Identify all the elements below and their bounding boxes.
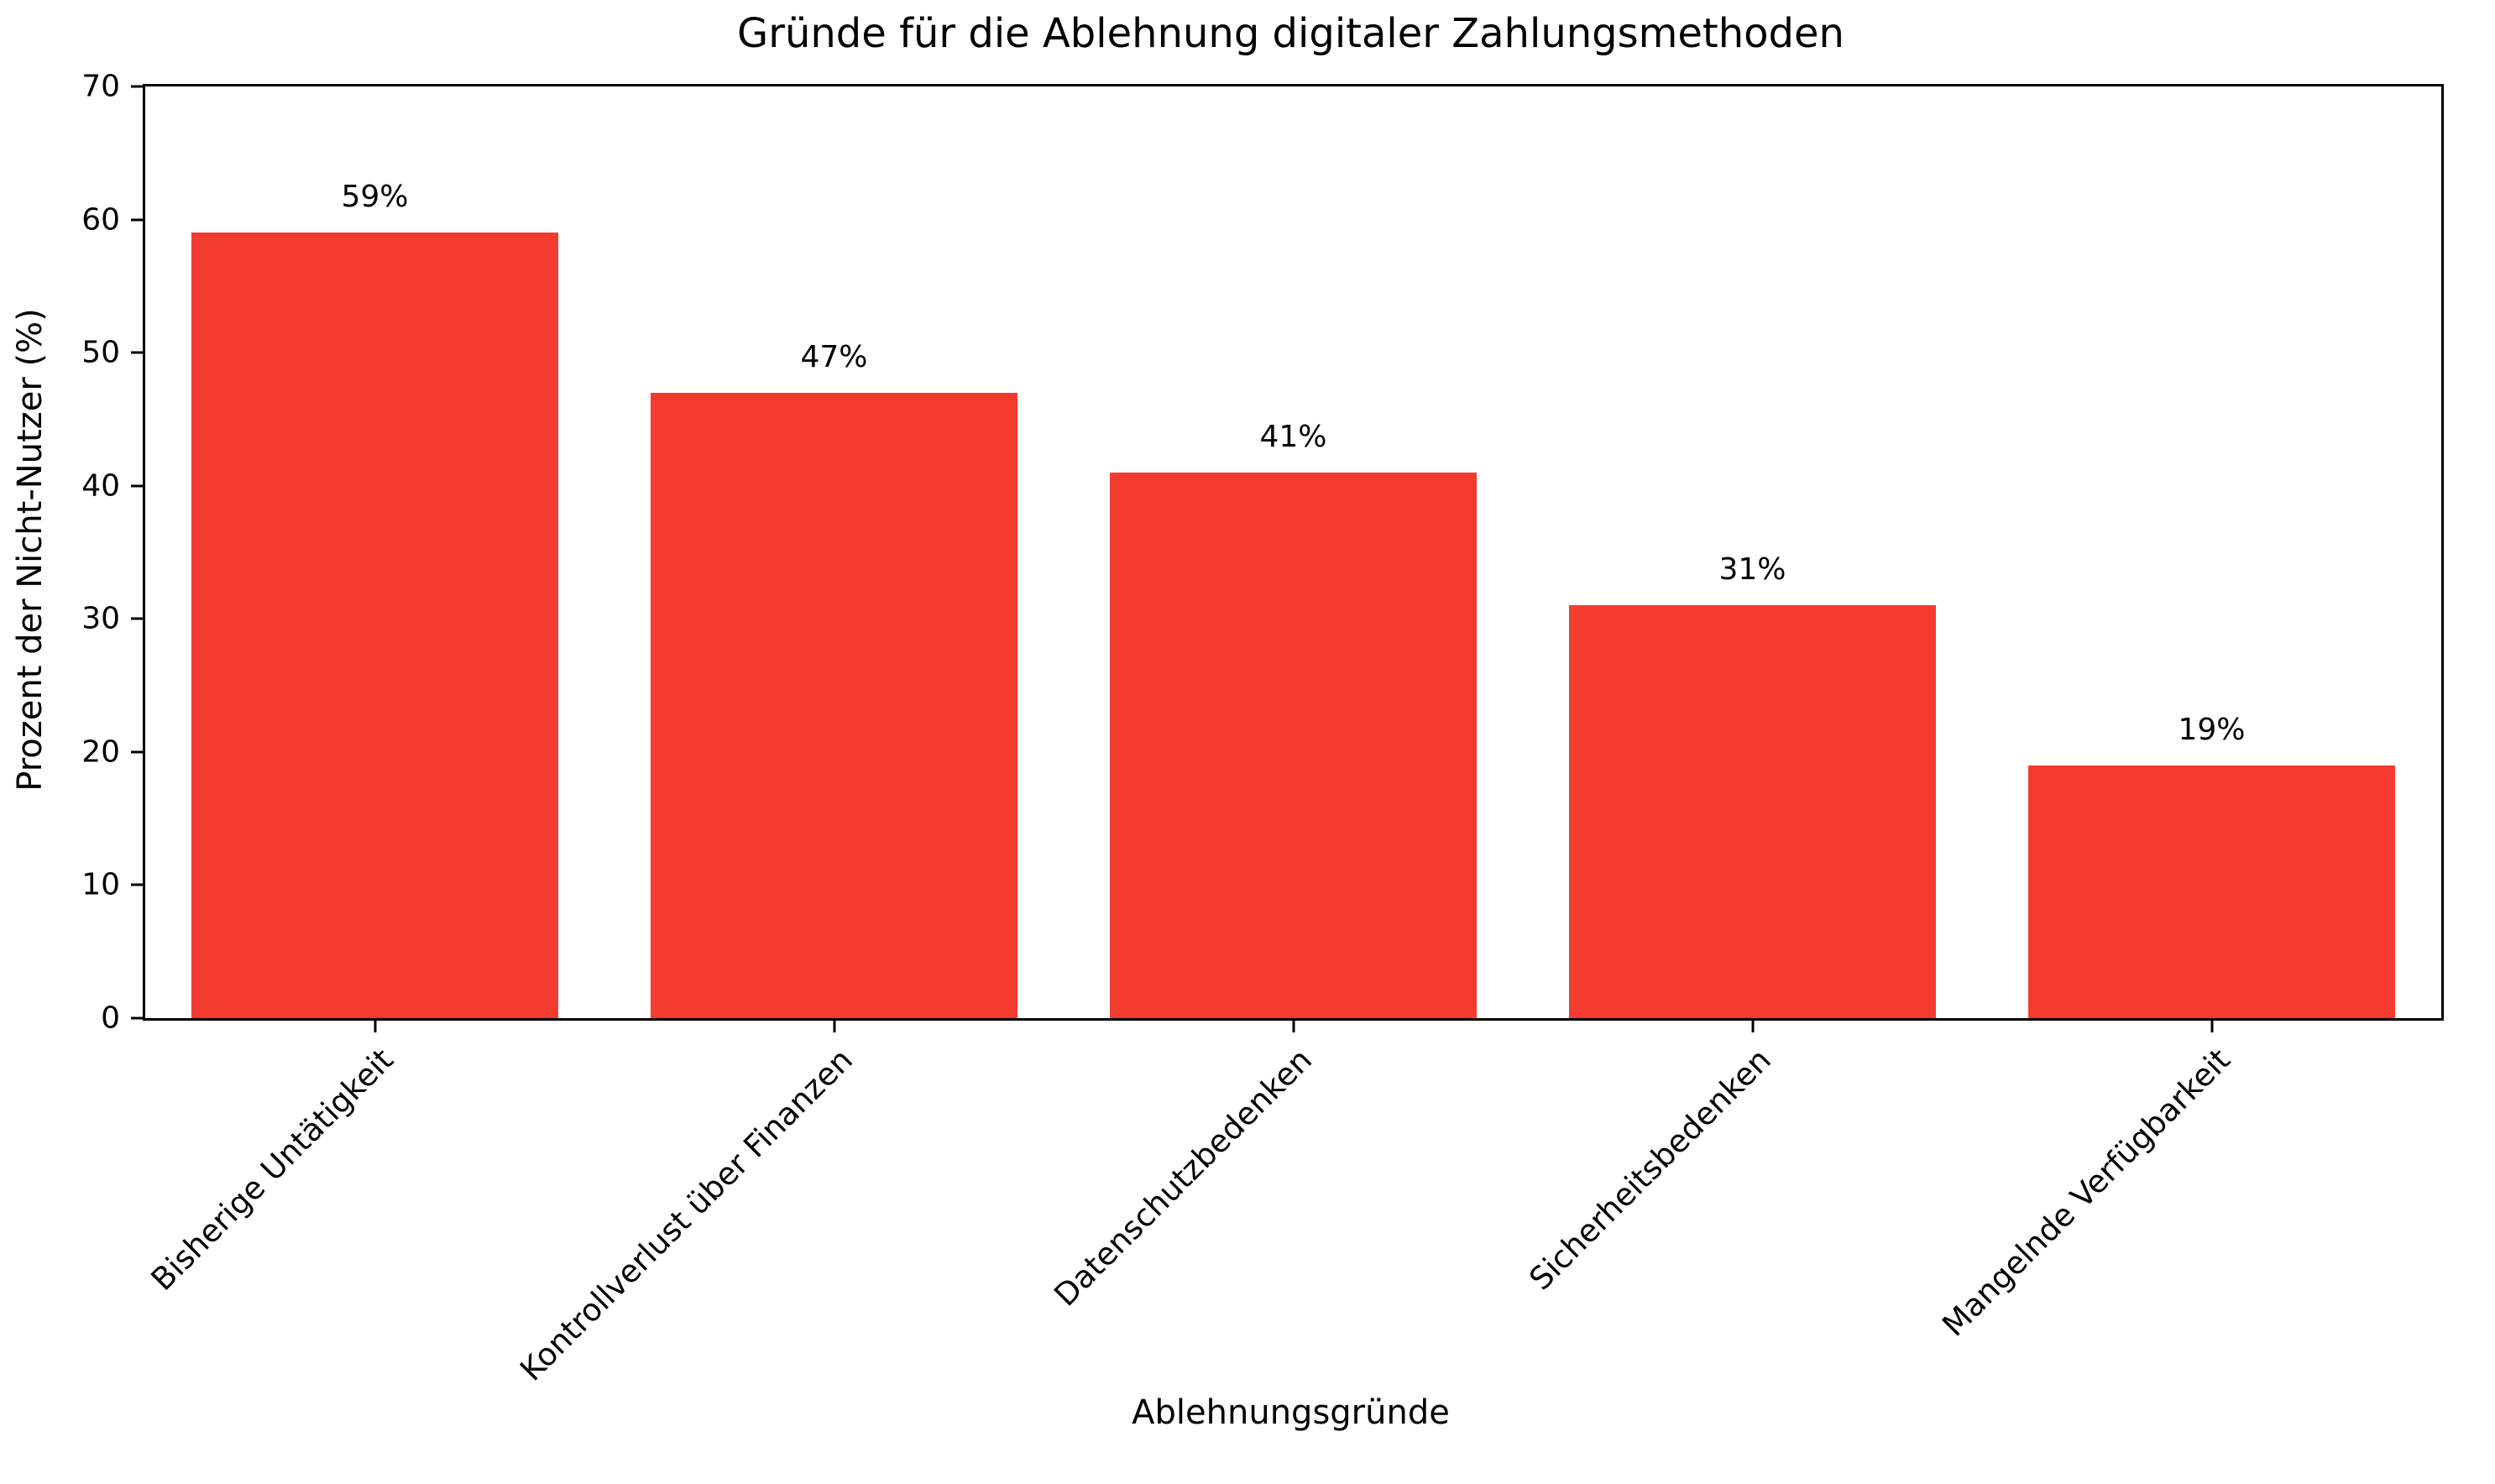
y-tick-label: 60 — [81, 202, 120, 238]
y-tick-mark — [131, 484, 143, 488]
y-tick-label: 70 — [81, 69, 120, 104]
x-category-label: Kontrollverlust über Finanzen — [513, 1042, 860, 1388]
bar-value-label: 19% — [2178, 712, 2246, 747]
y-tick-mark — [131, 351, 143, 354]
y-tick-label: 50 — [81, 335, 120, 370]
y-axis-label: Prozent der Nicht-Nutzer (%) — [11, 308, 50, 792]
y-tick-mark — [131, 617, 143, 620]
chart-title: Gründe für die Ablehnung digitaler Zahlu… — [737, 10, 1844, 57]
y-tick-mark — [131, 883, 143, 886]
x-tick-mark — [2210, 1021, 2213, 1032]
x-tick-mark — [1292, 1021, 1295, 1032]
bar — [1109, 472, 1478, 1018]
x-category-label: Mangelnde Verfügbarkeit — [1935, 1042, 2237, 1344]
x-tick-mark — [1751, 1021, 1754, 1032]
bar-value-label: 47% — [800, 339, 868, 374]
bar-value-label: 41% — [1259, 419, 1327, 454]
y-tick-label: 10 — [81, 867, 120, 902]
y-tick-mark — [131, 85, 143, 88]
x-tick-mark — [374, 1021, 376, 1032]
bar — [191, 233, 559, 1018]
y-tick-label: 30 — [81, 601, 120, 636]
bar — [1568, 605, 1937, 1018]
plot-area: 0 10 20 30 40 50 60 70 59% Bisherige Untätigkeit 4… — [81, 70, 2444, 1388]
bar-value-label: 31% — [1718, 552, 1786, 588]
y-tick-label: 40 — [81, 468, 120, 504]
x-category-label: Datenschutzbedenken — [1047, 1042, 1319, 1314]
y-tick-mark — [131, 218, 143, 222]
bar — [2027, 765, 2396, 1018]
y-tick-mark — [131, 1016, 143, 1020]
x-tick-mark — [833, 1021, 835, 1032]
x-category-label: Bisherige Untätigkeit — [144, 1042, 400, 1298]
y-tick-label: 0 — [101, 1001, 120, 1036]
x-axis-label: Ablehnungsgründe — [1132, 1393, 1450, 1432]
x-category-label: Sicherheitsbedenken — [1522, 1042, 1778, 1298]
y-tick-label: 20 — [81, 734, 120, 770]
y-tick-mark — [131, 750, 143, 754]
bar — [650, 392, 1018, 1018]
bar-value-label: 59% — [341, 180, 409, 215]
